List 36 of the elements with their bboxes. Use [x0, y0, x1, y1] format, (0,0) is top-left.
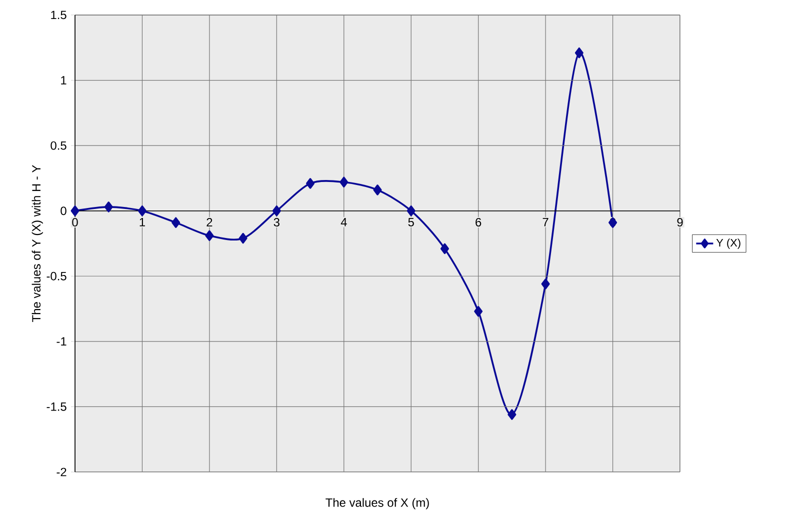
- y-axis-title: The values of Y (X) with H - Y: [32, 165, 43, 322]
- point: [272, 205, 281, 216]
- point: [340, 176, 348, 188]
- y-tick-label: 1.5: [51, 10, 66, 20]
- point: [104, 202, 113, 212]
- point: [406, 205, 416, 216]
- y-tick-label: 0.5: [50, 141, 66, 150]
- x-tick-label: 2: [206, 218, 212, 226]
- point: [373, 184, 382, 196]
- y-tick-label: 1: [61, 76, 66, 84]
- point: [508, 409, 516, 420]
- x-tick-label: 1: [140, 218, 145, 226]
- y-tick-label: -2: [56, 468, 66, 476]
- y-tick-label: -1: [56, 337, 66, 346]
- y-tick-label: 0: [60, 206, 66, 216]
- x-tick-label: 5: [408, 218, 414, 226]
- point: [541, 278, 550, 290]
- point: [138, 205, 146, 216]
- point: [172, 217, 180, 228]
- x-tick-label: 7: [542, 218, 548, 226]
- x-tick-label: 6: [476, 218, 482, 226]
- point: [238, 232, 248, 244]
- legend-label: Y (X): [716, 238, 740, 249]
- point: [306, 178, 315, 189]
- y-tick-label: -1.5: [46, 402, 66, 411]
- x-tick-label: 0: [72, 218, 78, 226]
- x-tick-label: 3: [274, 218, 280, 226]
- x-tick-label: 9: [677, 218, 683, 226]
- x-axis-title: The values of X (m): [326, 498, 429, 510]
- point: [474, 306, 483, 317]
- point: [205, 230, 214, 242]
- x-tick-label: 4: [340, 218, 347, 226]
- point: [70, 205, 80, 216]
- point: [574, 47, 584, 58]
- y-tick-label: -0.5: [46, 272, 66, 280]
- point: [440, 243, 449, 254]
